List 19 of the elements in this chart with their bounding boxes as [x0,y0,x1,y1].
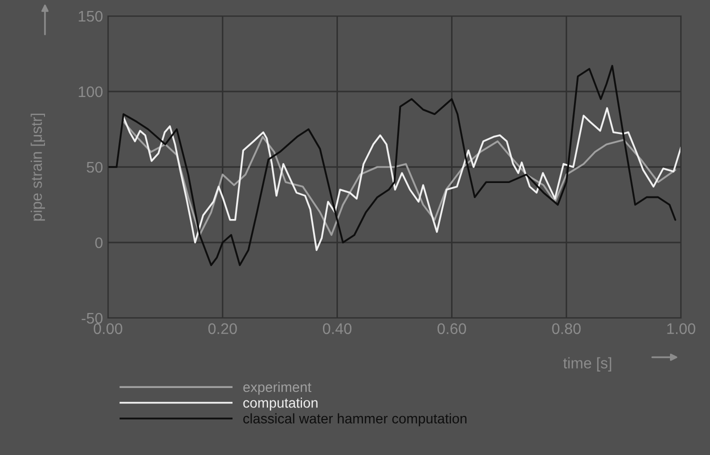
text: experiment [243,382,312,395]
x-tick-label: 1.00 [667,323,696,334]
line-series [108,64,676,266]
y-axis-title: pipe strain [μstr] [30,114,45,221]
x-tick-label: 0.20 [208,323,237,334]
x-tick-label: 0.80 [552,323,581,334]
line-series [122,120,676,236]
text: classical water hammer computation [243,413,466,426]
x-tick-label: 0.40 [322,323,352,334]
y-tick-label: -50 [82,312,103,324]
y-tick-label: 100 [78,86,103,98]
y-tick-label: 0 [95,237,103,248]
x-tick-label: 0.60 [438,323,466,334]
x-tick-label: 0.00 [94,323,122,334]
x-axis-title: time [s] [563,357,612,372]
line-series [122,107,681,251]
text: computation [243,398,318,411]
y-tick-label: 150 [78,10,103,22]
y-tick-label: 50 [86,162,103,173]
